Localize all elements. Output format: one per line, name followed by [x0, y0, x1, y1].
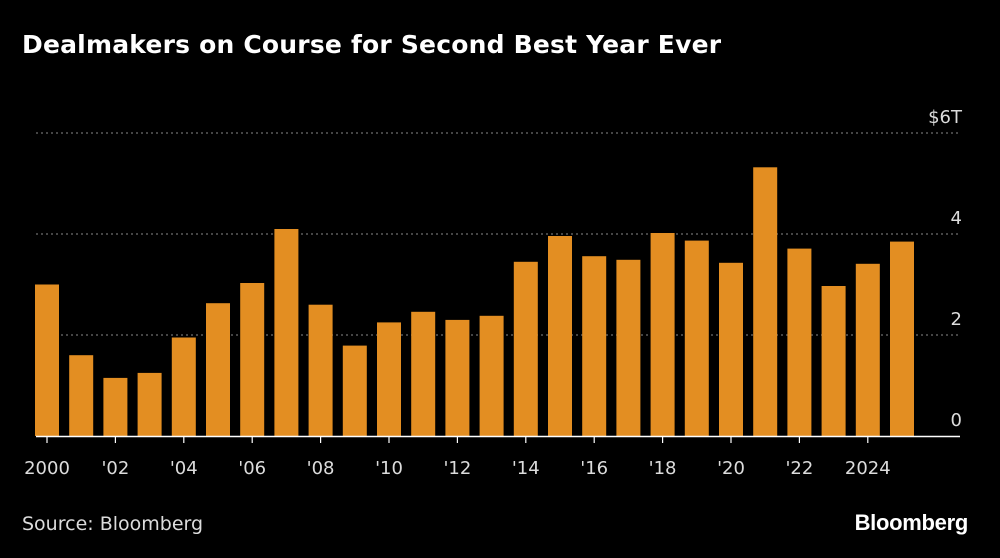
y-tick-label-2: 2	[951, 309, 962, 330]
y-tick-label-4: 4	[951, 208, 962, 229]
axis-layer: 0 2 4 $6T 2000 '02 '04 '06 '08 '10 '12 '14 '16 '18 '20…	[24, 107, 963, 479]
bar-2018	[650, 233, 675, 436]
x-tick-label-6: '12	[443, 458, 471, 479]
bar-2008	[308, 304, 333, 436]
bar-2006	[240, 283, 265, 436]
x-tick-label-7: '14	[512, 458, 540, 479]
grid-layer	[36, 132, 960, 336]
bar-2012	[445, 319, 470, 436]
bar-2024	[855, 263, 880, 436]
bar-2004	[171, 337, 196, 436]
bar-2005	[206, 303, 230, 436]
bar-2007	[274, 229, 299, 436]
bar-2013	[479, 315, 504, 436]
bar-2001	[69, 355, 94, 436]
x-tick-label-3: '06	[238, 458, 266, 479]
x-tick-label-12: 2024	[845, 458, 891, 479]
bar-2021	[753, 167, 778, 437]
bar-2017	[616, 259, 641, 436]
x-tick-label-0: 2000	[24, 458, 70, 479]
bar-2019	[684, 240, 709, 436]
bloomberg-logo: Bloomberg	[854, 510, 969, 535]
x-tick-label-9: '18	[649, 458, 677, 479]
x-tick-label-11: '22	[785, 458, 813, 479]
bar-2020	[719, 262, 743, 436]
x-tick-label-5: '10	[375, 458, 403, 479]
bar-2011	[411, 311, 436, 436]
bar-2022	[787, 248, 812, 436]
bar-2003	[137, 372, 162, 436]
bar-2014	[513, 261, 538, 436]
bar-2015	[548, 236, 572, 436]
x-tick-label-8: '16	[580, 458, 608, 479]
bar-2000	[35, 284, 59, 436]
y-tick-label-6: $6T	[928, 107, 963, 128]
x-tick-label-1: '02	[101, 458, 129, 479]
bar-2016	[582, 256, 607, 436]
source-note: Source: Bloomberg	[22, 513, 204, 535]
bar-2009	[342, 345, 367, 436]
chart-title: Dealmakers on Course for Second Best Yea…	[22, 30, 722, 59]
bar-2010	[377, 322, 401, 436]
x-tick-label-4: '08	[307, 458, 335, 479]
bar-layer	[35, 167, 914, 437]
bar-2023	[821, 286, 846, 436]
x-tick-label-10: '20	[717, 458, 745, 479]
bar-2025	[890, 241, 914, 436]
y-tick-label-0: 0	[951, 410, 962, 431]
x-tick-label-2: '04	[170, 458, 198, 479]
bar-2002	[103, 377, 128, 436]
